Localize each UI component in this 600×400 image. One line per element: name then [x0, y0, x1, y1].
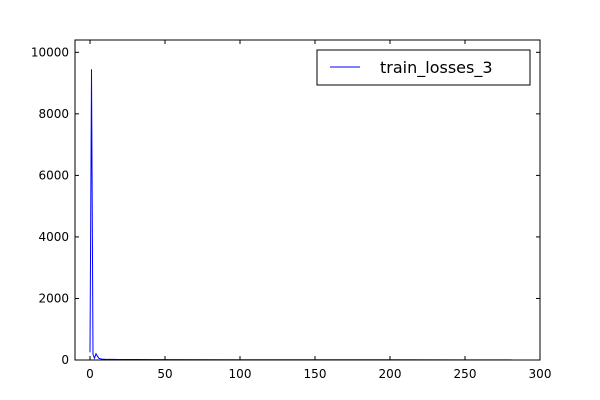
y-tick-label: 10000 [31, 45, 69, 59]
plot-area-background [75, 40, 540, 360]
x-tick-label: 150 [304, 367, 327, 381]
x-tick-label: 250 [454, 367, 477, 381]
y-tick-label: 2000 [38, 291, 69, 305]
ticks-layer: 0 50 100 150 200 250 300 0 2000 4000 6000 8000 10000 [31, 40, 552, 381]
x-tick-label: 100 [229, 367, 252, 381]
x-tick-label: 0 [86, 367, 94, 381]
x-tick-label: 50 [157, 367, 172, 381]
legend-label: train_losses_3 [380, 58, 493, 78]
y-tick-label: 8000 [38, 107, 69, 121]
x-tick-label: 200 [379, 367, 402, 381]
y-tick-label: 0 [61, 353, 69, 367]
y-tick-label: 6000 [38, 168, 69, 182]
plot-area-frame [74, 39, 541, 361]
x-tick-label: 300 [529, 367, 552, 381]
legend: train_losses_3 [316, 49, 531, 86]
y-tick-label: 4000 [38, 230, 69, 244]
